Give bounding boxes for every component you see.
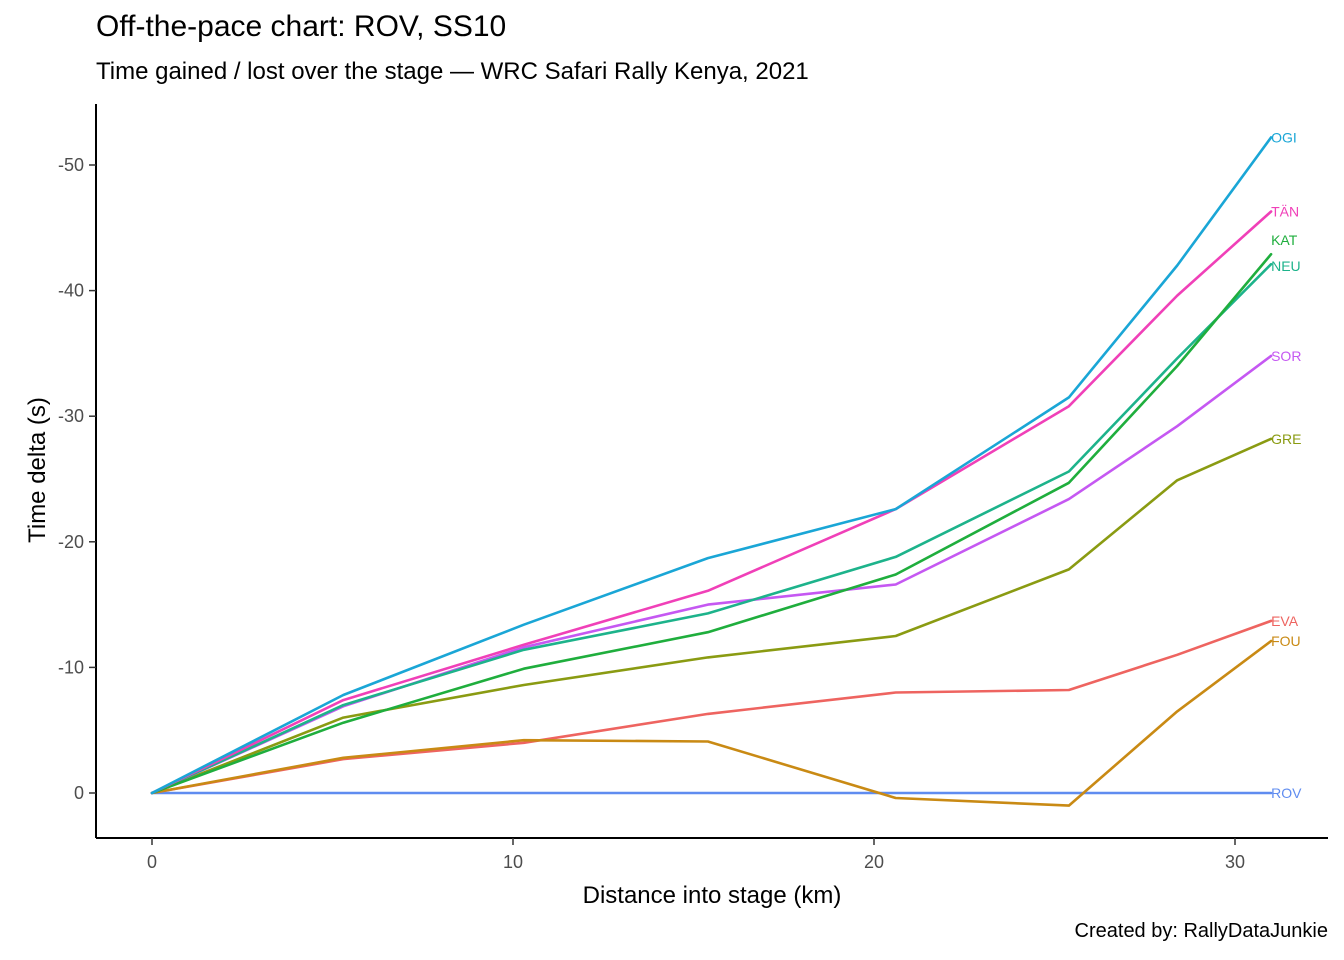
y-tick-label: -40	[58, 281, 84, 301]
series-line-kat	[150, 252, 1273, 795]
series-label-eva: EVA	[1271, 613, 1299, 629]
series-label-rov: ROV	[1271, 785, 1302, 801]
series-label-fou: FOU	[1271, 633, 1301, 649]
chart-subtitle: Time gained / lost over the stage — WRC …	[96, 58, 809, 85]
series-line-eva	[150, 619, 1273, 795]
y-tick-label: -20	[58, 532, 84, 552]
series-line-fou	[150, 639, 1273, 807]
y-tick-label: -30	[58, 406, 84, 426]
series-line-neu	[150, 262, 1273, 795]
y-tick-label: -50	[58, 155, 84, 175]
x-tick-label: 10	[503, 852, 523, 872]
y-tick-label: 0	[74, 783, 84, 803]
series-lines	[150, 136, 1273, 807]
series-label-neu: NEU	[1271, 258, 1301, 274]
series-line-tän	[150, 210, 1273, 795]
series-labels: OGI TÄN KAT NEU SOR GRE EVA FOU ROV	[1271, 129, 1302, 801]
y-tick-label: -10	[58, 657, 84, 677]
axes: 0 10 20 30 0 -10 -20 -30 -40 -50	[58, 104, 1328, 872]
series-label-tän: TÄN	[1271, 203, 1299, 219]
series-label-kat: KAT	[1271, 232, 1298, 248]
series-line-gre	[150, 437, 1273, 795]
chart-title: Off-the-pace chart: ROV, SS10	[96, 10, 507, 43]
series-label-gre: GRE	[1271, 431, 1301, 447]
y-axis-title: Time delta (s)	[24, 397, 51, 543]
series-label-sor: SOR	[1271, 348, 1301, 364]
x-tick-label: 20	[864, 852, 884, 872]
x-axis-title: Distance into stage (km)	[583, 882, 842, 909]
credit-caption: Created by: RallyDataJunkie	[1074, 920, 1328, 942]
series-label-ogi: OGI	[1271, 129, 1297, 145]
x-tick-label: 30	[1225, 852, 1245, 872]
x-tick-label: 0	[147, 852, 157, 872]
series-line-ogi	[150, 136, 1273, 795]
